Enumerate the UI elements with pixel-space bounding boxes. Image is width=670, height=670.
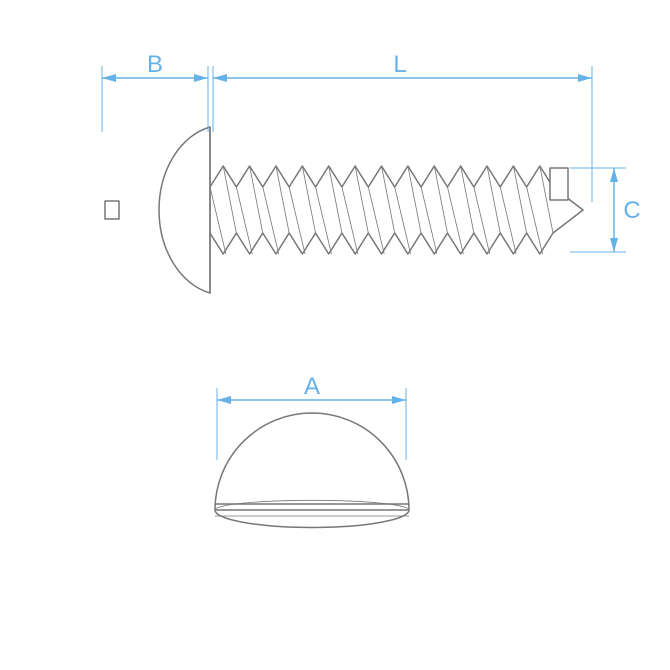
dim-arrow <box>213 74 227 82</box>
dim-arrow <box>610 238 618 252</box>
dim-arrow <box>610 168 618 182</box>
dim-label-L: L <box>393 51 406 78</box>
dim-arrow <box>392 396 406 404</box>
dim-arrow <box>194 74 208 82</box>
dim-label-A: A <box>304 373 320 400</box>
dim-label-C: C <box>623 197 640 224</box>
dim-arrow <box>578 74 592 82</box>
dim-arrow <box>102 74 116 82</box>
dim-arrow <box>217 396 231 404</box>
dim-label-B: B <box>147 51 163 78</box>
